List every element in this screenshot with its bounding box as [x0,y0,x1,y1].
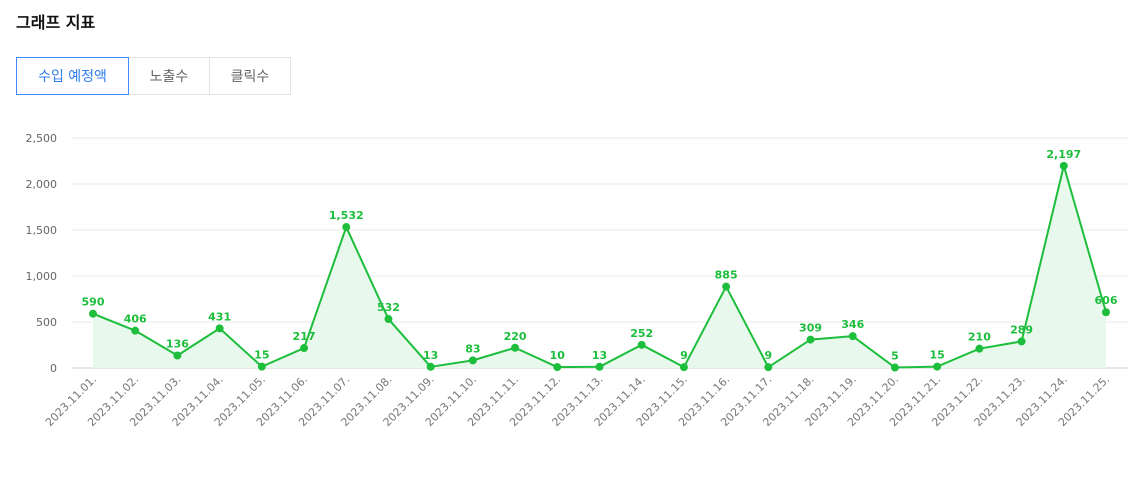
metric-tabs: 수입 예정액 노출수 클릭수 [16,57,291,95]
data-point [384,315,393,324]
data-point [1017,337,1026,346]
page-title: 그래프 지표 [16,13,96,32]
data-label: 606 [1095,294,1118,307]
data-label: 9 [680,349,688,362]
data-label: 289 [1010,323,1033,336]
data-point [257,362,266,371]
data-label: 1,532 [329,209,364,222]
data-label: 13 [423,349,438,362]
data-label: 15 [254,349,269,362]
data-point [553,363,562,372]
data-label: 210 [968,331,991,344]
tab-expected-revenue[interactable]: 수입 예정액 [16,57,129,95]
y-tick-label: 0 [50,362,57,375]
data-point [722,282,731,291]
data-label: 9 [765,349,773,362]
data-label: 431 [208,310,231,323]
data-label: 309 [799,322,822,335]
data-label: 252 [630,327,653,340]
data-label: 13 [592,349,607,362]
data-label: 10 [550,349,566,362]
data-label: 532 [377,301,400,314]
data-point [933,362,942,371]
data-point [173,351,182,360]
y-tick-label: 2,500 [26,132,58,145]
y-tick-label: 1,500 [26,224,58,237]
data-label: 406 [124,313,147,326]
data-label: 885 [715,269,738,282]
data-point [764,363,773,372]
data-label: 5 [891,350,899,363]
series-line [92,164,1107,369]
data-point [131,326,140,335]
data-point [637,340,646,349]
data-label: 15 [930,349,945,362]
data-label: 590 [82,296,105,309]
data-label: 217 [293,330,316,343]
data-point [890,363,899,372]
data-point [89,309,97,318]
data-point [1059,161,1068,170]
data-label: 220 [504,330,527,343]
data-point [806,335,815,344]
series-area [93,165,1106,368]
data-point [679,363,688,372]
data-label: 83 [465,342,480,355]
data-point [300,344,309,353]
data-label: 346 [841,318,864,331]
data-point [215,324,224,333]
data-point [595,362,604,371]
tab-clicks[interactable]: 클릭수 [209,57,291,95]
data-point [1102,308,1110,317]
data-label: 2,197 [1046,148,1081,161]
data-point [848,332,857,341]
y-tick-label: 2,000 [26,178,58,191]
y-tick-label: 1,000 [26,270,58,283]
data-point [511,343,520,352]
data-label: 136 [166,337,189,350]
data-point [975,344,984,353]
data-point [468,356,477,365]
data-point [342,223,351,232]
y-tick-label: 500 [36,316,57,329]
data-point [426,362,435,371]
